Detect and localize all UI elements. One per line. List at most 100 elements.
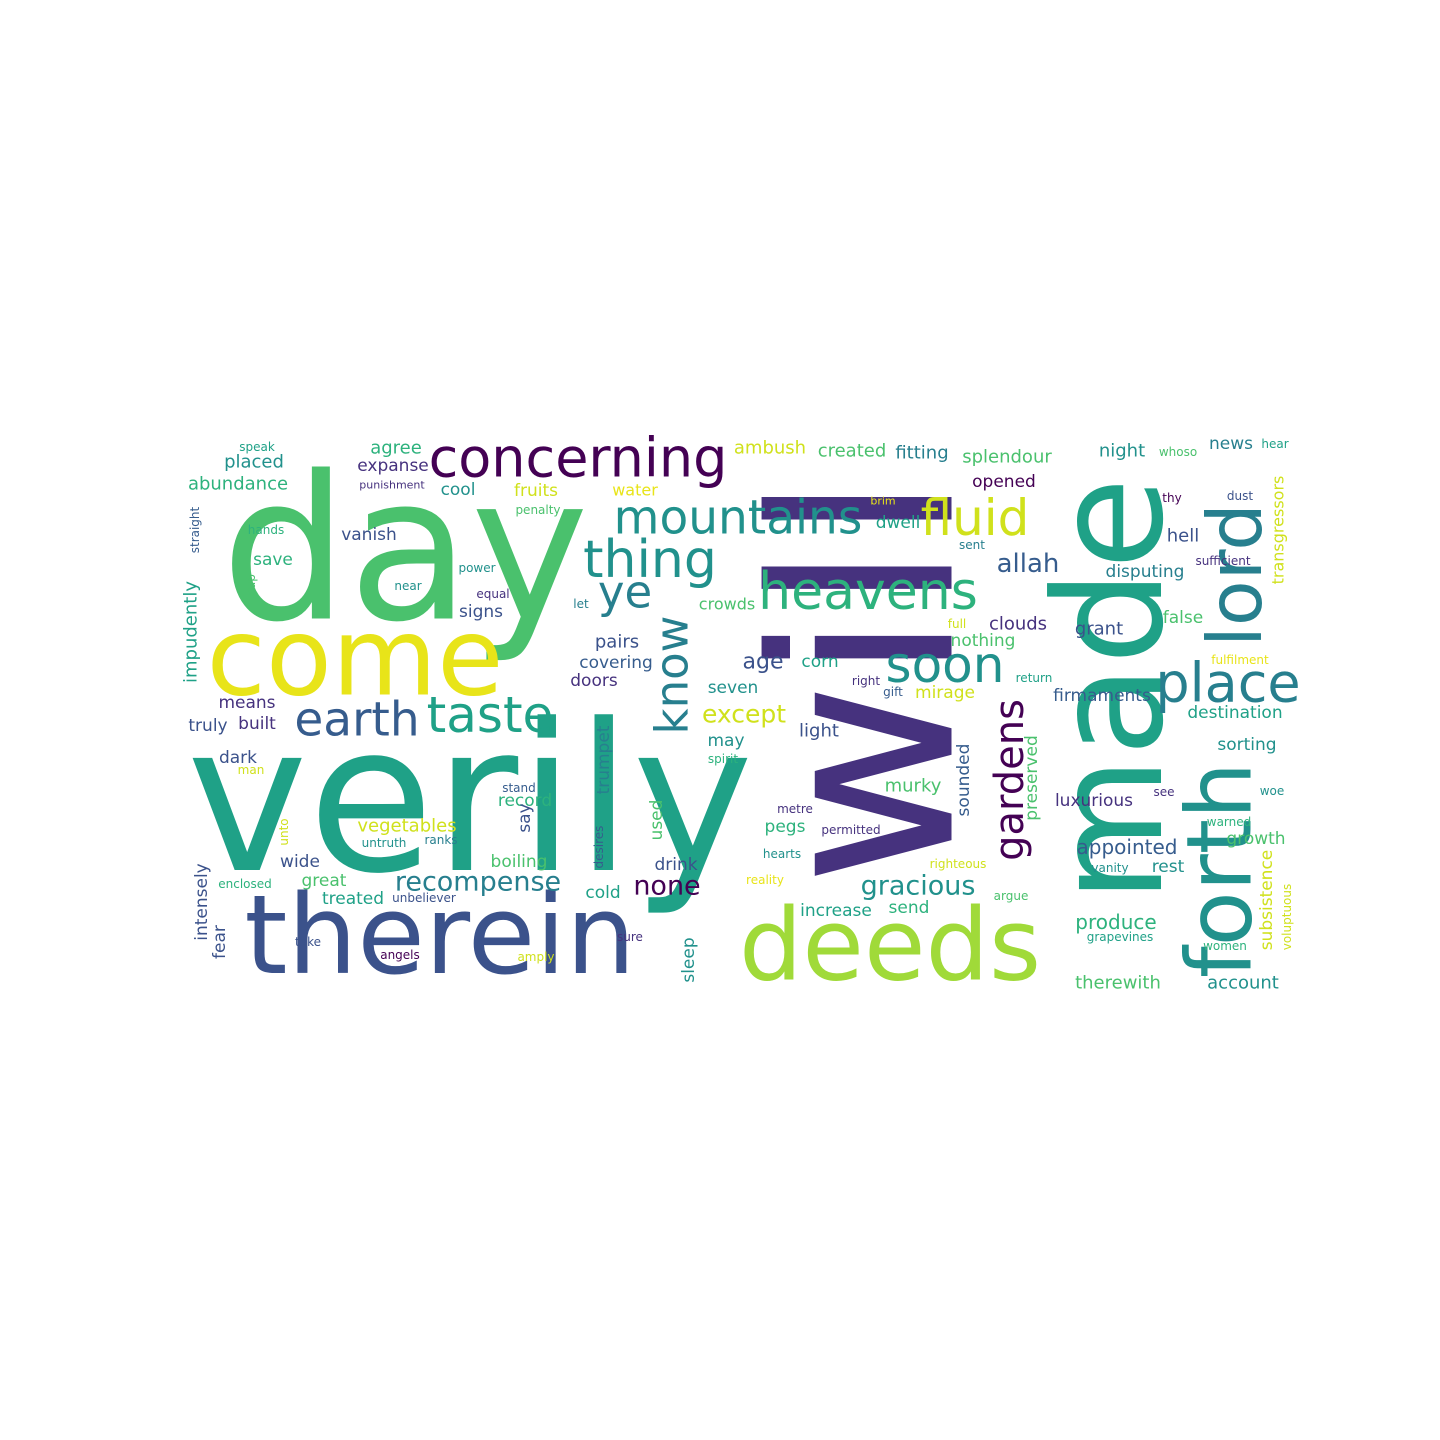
word-pairs: pairs <box>595 632 639 653</box>
word-let: let <box>573 597 589 611</box>
word-hearts: hearts <box>763 847 801 861</box>
word-unbeliever: unbeliever <box>392 891 456 905</box>
word-vanity: vanity <box>1091 861 1128 875</box>
word-recompense: recompense <box>395 867 561 898</box>
word-come: come <box>206 596 503 721</box>
word-thy: thy <box>1162 491 1181 505</box>
word-women: women <box>1203 939 1247 953</box>
word-fluid: fluid <box>921 489 1030 547</box>
word-increase: increase <box>800 901 872 921</box>
word-rest: rest <box>1152 857 1185 877</box>
word-metre: metre <box>777 802 813 816</box>
word-seven: seven <box>708 678 759 698</box>
word-dwell: dwell <box>876 513 921 533</box>
word-allah: allah <box>997 549 1060 579</box>
word-return: return <box>1016 671 1053 685</box>
word-mountains: mountains <box>614 491 863 546</box>
word-signs: signs <box>459 602 503 622</box>
word-may: may <box>707 731 744 751</box>
word-punishment: punishment <box>359 479 425 492</box>
word-thing: thing <box>583 530 717 590</box>
word-trumpet: trumpet <box>594 725 614 794</box>
word-night: night <box>1099 441 1145 462</box>
word-desires: desires <box>592 826 606 869</box>
word-drink: drink <box>654 855 697 875</box>
word-splendour: splendour <box>962 447 1052 468</box>
word-doors: doors <box>570 671 618 691</box>
word-false: false <box>1163 608 1203 628</box>
word-therein: therein <box>244 871 635 999</box>
word-ambush: ambush <box>734 438 806 459</box>
word-amply: amply <box>517 950 554 964</box>
word-take: take <box>295 935 321 949</box>
word-man: man <box>238 763 265 777</box>
word-power: power <box>458 561 495 575</box>
word-know: know <box>646 616 699 735</box>
word-covering: covering <box>579 653 653 673</box>
word-light: light <box>799 721 839 742</box>
word-untruth: untruth <box>362 836 407 850</box>
word-cool: cool <box>441 480 476 500</box>
word-verily: verily <box>187 681 754 919</box>
word-ye: ye <box>598 566 652 619</box>
word-grapevines: grapevines <box>1087 930 1154 944</box>
word-made: made <box>1023 477 1197 903</box>
word-gracious: gracious <box>861 871 976 902</box>
word-forth: forth <box>1168 762 1273 978</box>
word-lord: lord <box>1191 503 1279 647</box>
word-warned: warned <box>1207 815 1252 829</box>
word-truly: truly <box>188 716 227 736</box>
word-gardens: gardens <box>987 699 1033 861</box>
word-great: great <box>302 871 347 891</box>
word-save: save <box>253 550 293 570</box>
word-woe: woe <box>1260 784 1285 798</box>
word-expanse: expanse <box>357 456 429 476</box>
word-will: will <box>720 474 1011 887</box>
word-produce: produce <box>1075 910 1156 934</box>
word-place: place <box>1155 652 1300 715</box>
word-subsistence: subsistence <box>1257 850 1277 951</box>
word-sufficient: sufficient <box>1195 554 1250 568</box>
word-see: see <box>1153 785 1174 799</box>
word-impudently: impudently <box>181 581 202 683</box>
word-penalty: penalty <box>515 503 560 517</box>
word-hands: hands <box>248 523 284 537</box>
word-transgressors: transgressors <box>1269 476 1288 585</box>
word-pegs: pegs <box>765 817 806 837</box>
word-sure: sure <box>617 930 643 944</box>
word-news: news <box>1209 434 1253 454</box>
word-soon: soon <box>886 636 1005 694</box>
word-agree: agree <box>370 438 422 459</box>
word-sorting: sorting <box>1217 735 1276 755</box>
word-equal: equal <box>476 587 509 601</box>
word-destination: destination <box>1187 703 1282 723</box>
word-used: used <box>647 800 667 841</box>
word-appointed: appointed <box>1077 835 1178 859</box>
word-say: say <box>515 803 535 832</box>
word-corn: corn <box>801 652 838 672</box>
word-boiling: boiling <box>491 852 548 872</box>
word-sent: sent <box>959 538 985 552</box>
word-brim: brim <box>870 495 895 508</box>
word-cup: cup <box>244 574 258 596</box>
word-heavens: heavens <box>758 562 978 622</box>
word-treated: treated <box>322 889 384 909</box>
word-angels: angels <box>380 948 420 962</box>
word-voluptuous: voluptuous <box>1280 884 1294 951</box>
word-send: send <box>889 898 930 918</box>
word-fruits: fruits <box>514 481 558 501</box>
word-hear: hear <box>1261 437 1288 451</box>
word-clouds: clouds <box>989 614 1047 635</box>
word-spirit: spirit <box>708 752 738 766</box>
word-permitted: permitted <box>821 823 880 837</box>
word-enclosed: enclosed <box>218 877 272 891</box>
word-cold: cold <box>585 883 620 903</box>
word-account: account <box>1207 973 1279 994</box>
word-opened: opened <box>972 472 1036 492</box>
word-ranks: ranks <box>424 833 457 847</box>
word-wide: wide <box>280 852 320 872</box>
word-firmaments: firmaments <box>1053 686 1151 706</box>
word-dark: dark <box>219 748 257 768</box>
word-vegetables: vegetables <box>357 816 456 837</box>
word-none: none <box>633 871 700 902</box>
